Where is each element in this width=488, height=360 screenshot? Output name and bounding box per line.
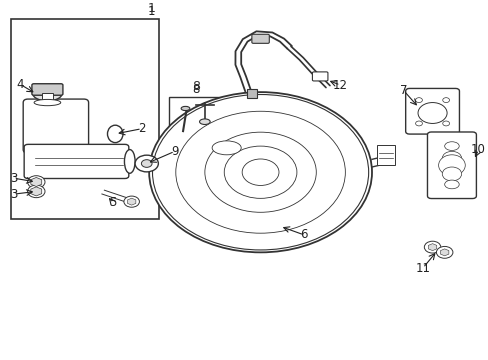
Text: 8: 8 [192,83,200,96]
Ellipse shape [444,142,458,150]
Circle shape [176,111,345,233]
Text: 1: 1 [147,3,155,15]
Text: 5: 5 [109,196,116,209]
FancyBboxPatch shape [23,99,88,153]
Circle shape [141,160,152,167]
Ellipse shape [444,180,458,189]
Circle shape [415,98,422,103]
Circle shape [415,121,422,126]
FancyBboxPatch shape [312,72,327,81]
FancyBboxPatch shape [251,34,269,43]
Circle shape [224,146,296,198]
Bar [247,89,257,98]
Text: 4: 4 [16,78,23,91]
Bar [168,97,224,144]
Circle shape [27,176,45,188]
Text: 8: 8 [192,80,200,93]
Text: 6: 6 [300,229,307,242]
Text: 11: 11 [414,261,429,275]
FancyBboxPatch shape [405,89,459,134]
Text: 7: 7 [399,84,407,97]
Circle shape [149,92,371,252]
Ellipse shape [438,155,464,176]
Circle shape [135,155,158,172]
Circle shape [424,241,440,253]
Ellipse shape [181,107,189,111]
Ellipse shape [212,141,241,155]
Circle shape [27,185,45,198]
Bar [41,93,53,101]
Ellipse shape [199,119,210,125]
Circle shape [152,95,368,250]
Ellipse shape [124,150,135,173]
Circle shape [417,103,446,123]
Bar [11,19,159,219]
Ellipse shape [33,87,62,101]
Circle shape [242,159,279,185]
Bar [376,145,394,165]
Circle shape [204,132,316,212]
Ellipse shape [107,125,123,143]
Ellipse shape [34,99,61,106]
FancyBboxPatch shape [427,132,475,198]
Circle shape [123,196,139,207]
Ellipse shape [441,167,461,181]
FancyBboxPatch shape [32,84,63,95]
Text: 2: 2 [138,122,145,135]
Text: 3: 3 [10,188,17,201]
Circle shape [436,247,452,258]
Text: 1: 1 [147,5,155,18]
Text: 3: 3 [10,172,17,185]
Text: 12: 12 [332,78,347,92]
Ellipse shape [441,151,461,165]
Circle shape [442,98,448,103]
Text: 9: 9 [171,145,178,158]
Text: 10: 10 [470,143,485,156]
FancyBboxPatch shape [24,144,128,179]
Circle shape [442,121,448,126]
